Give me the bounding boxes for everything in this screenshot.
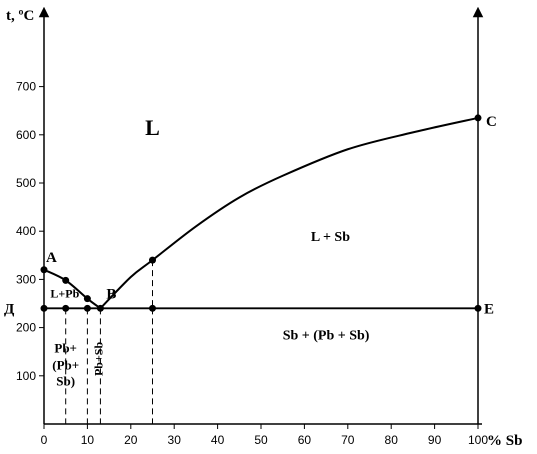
region-label: Sb) — [56, 373, 75, 388]
x-tick-label: 80 — [385, 433, 399, 447]
x-tick-label: 0 — [41, 433, 48, 447]
point-label: A — [46, 250, 57, 266]
y-tick-label: 500 — [16, 176, 36, 190]
x-tick-label: 30 — [168, 433, 182, 447]
point-label: B — [106, 286, 116, 302]
y-tick-label: 300 — [16, 272, 36, 286]
x-tick-label: 20 — [124, 433, 138, 447]
region-label: (Pb+ — [52, 358, 79, 373]
x-axis-label: % Sb — [487, 433, 522, 449]
data-point — [40, 304, 48, 312]
data-point — [474, 114, 482, 122]
point-label: Д — [4, 301, 15, 317]
liquidus-left-branch — [43, 268, 102, 310]
point-label: E — [484, 301, 494, 317]
data-point — [149, 304, 156, 312]
data-point — [83, 304, 91, 312]
x-tick-label: 40 — [211, 433, 225, 447]
data-point — [96, 304, 104, 312]
point-label: C — [486, 114, 497, 130]
x-tick-label: 90 — [428, 433, 442, 447]
data-point — [83, 295, 91, 303]
y-tick-label: 700 — [16, 80, 36, 94]
data-point — [62, 276, 70, 284]
x-tick-label: 70 — [341, 433, 355, 447]
data-point — [62, 304, 70, 312]
x-tick-label: 60 — [298, 433, 312, 447]
liquidus-right-branch — [99, 116, 479, 310]
region-label: Sb + (Pb + Sb) — [283, 329, 370, 344]
x-tick-label: 10 — [81, 433, 95, 447]
x-tick-label: 100 — [468, 433, 488, 447]
x-tick-label: 50 — [254, 433, 268, 447]
region-label-rotated: Pb+Sb — [92, 342, 106, 377]
y-tick-label: 600 — [16, 128, 36, 142]
data-point — [40, 266, 48, 274]
y-tick-label: 400 — [16, 224, 36, 238]
region-label: L+Pb — [50, 287, 79, 301]
data-point — [474, 304, 482, 312]
data-point — [149, 256, 156, 264]
region-label: L + Sb — [311, 230, 350, 245]
region-label: Pb+ — [54, 341, 77, 356]
region-label: L — [145, 115, 160, 140]
y-tick-label: 100 — [16, 369, 36, 383]
y-axis-label: t, ºC — [6, 8, 34, 24]
y-tick-label: 200 — [16, 321, 36, 335]
